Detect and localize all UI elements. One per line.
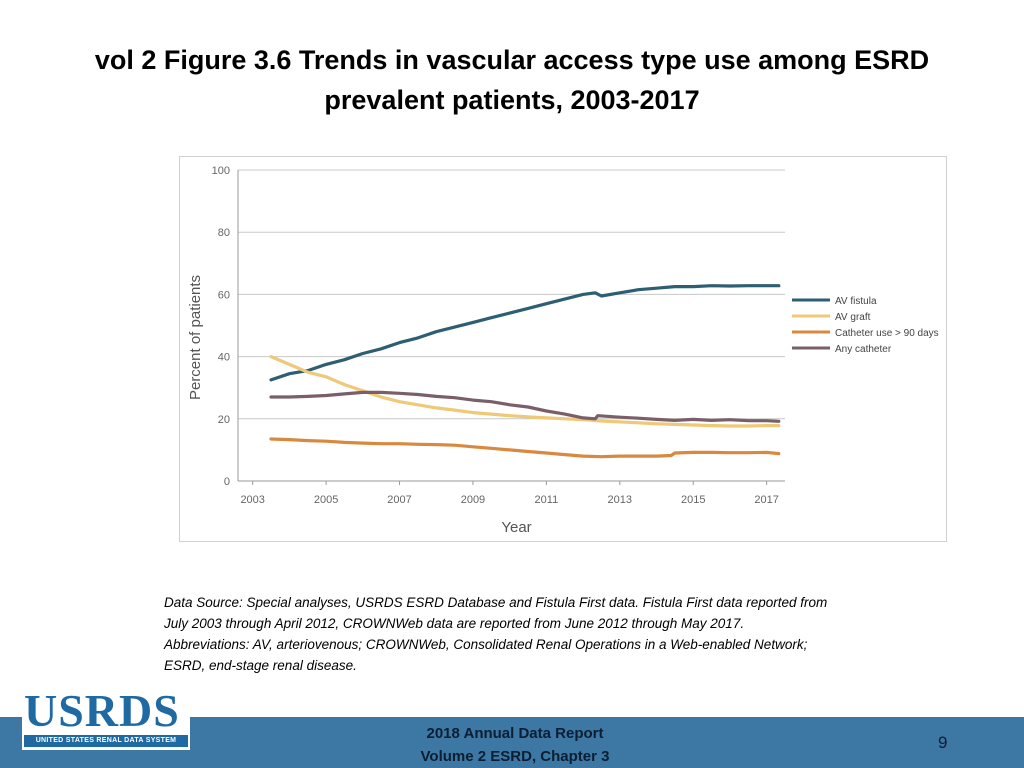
slide-title-line2: prevalent patients, 2003-2017 (324, 85, 700, 115)
x-tick-label: 2017 (754, 494, 778, 506)
source-line-4: ESRD, end-stage renal disease. (164, 658, 357, 673)
line-chart: 0 20 40 60 80 100 2003 2005 2007 2009 2011 2013 2015… (187, 165, 939, 536)
legend-label: AV fistula (835, 296, 877, 307)
series-line-catheter-use-90-days (269, 437, 781, 459)
footer-volume-chapter: Volume 2 ESRD, Chapter 3 (420, 748, 610, 765)
page-number: 9 (938, 733, 948, 752)
series-line-any-catheter (269, 390, 781, 423)
x-axis-title: Year (501, 519, 531, 536)
usrds-logo: USRDS UNITED STATES RENAL DATA SYSTEM (22, 685, 190, 750)
source-line-3: Abbreviations: AV, arteriovenous; CROWNW… (164, 637, 808, 652)
series-line-av-graft (269, 355, 781, 428)
slide-title: vol 2 Figure 3.6 Trends in vascular acce… (40, 40, 984, 120)
y-tick-label: 60 (218, 289, 230, 301)
legend-label: Any catheter (835, 344, 892, 355)
chart-panel: 0 20 40 60 80 100 2003 2005 2007 2009 2011 2013 2015… (179, 156, 947, 542)
data-source-note: Data Source: Special analyses, USRDS ESR… (164, 592, 924, 676)
x-tick-label: 2015 (681, 494, 705, 506)
x-tick-label: 2013 (608, 494, 632, 506)
slide-title-line1: vol 2 Figure 3.6 Trends in vascular acce… (94, 45, 930, 75)
y-tick-label: 80 (218, 227, 230, 239)
series-line-av-fistula (269, 284, 781, 382)
x-tick-label: 2005 (314, 494, 338, 506)
legend-label: Catheter use > 90 days (835, 328, 939, 339)
x-tick-label: 2009 (461, 494, 485, 506)
footer-report-info: 2018 Annual Data Report Volume 2 ESRD, C… (360, 722, 670, 768)
source-line-2: July 2003 through April 2012, CROWNWeb d… (164, 616, 745, 631)
y-tick-label: 20 (218, 414, 230, 426)
x-tick-label: 2011 (535, 494, 559, 506)
legend-label: AV graft (835, 312, 871, 323)
x-tick-label: 2003 (240, 494, 264, 506)
y-axis-title: Percent of patients (187, 275, 204, 400)
y-tick-label: 40 (218, 352, 230, 364)
footer-report-title: 2018 Annual Data Report (426, 725, 604, 742)
source-line-1: Data Source: Special analyses, USRDS ESR… (164, 595, 828, 610)
logo-tagline: UNITED STATES RENAL DATA SYSTEM (24, 735, 188, 747)
y-tick-label: 100 (212, 165, 230, 177)
x-tick-label: 2007 (387, 494, 411, 506)
y-tick-label: 0 (224, 476, 230, 488)
logo-wordmark: USRDS (24, 685, 180, 736)
